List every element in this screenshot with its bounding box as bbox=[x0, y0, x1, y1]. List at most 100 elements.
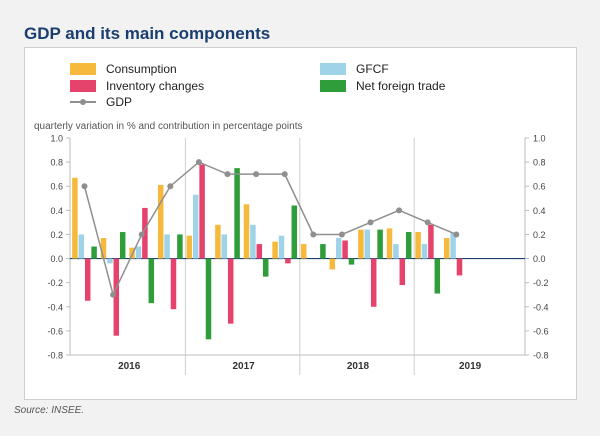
bar-inventory bbox=[456, 258, 463, 276]
y-tick-label-left: -0.6 bbox=[47, 326, 63, 336]
bar-consumption bbox=[386, 228, 393, 259]
legend-item-gdp: GDP bbox=[70, 95, 132, 109]
bar-gfcf bbox=[278, 235, 285, 259]
bar-consumption bbox=[186, 235, 193, 259]
bar-gfcf bbox=[393, 244, 399, 259]
bar-inventory bbox=[199, 164, 205, 259]
bar-gfcf bbox=[450, 233, 456, 259]
legend-item-gfcf: GFCF bbox=[320, 62, 389, 76]
bar-inventory bbox=[142, 207, 148, 259]
x-year-label: 2019 bbox=[459, 361, 482, 372]
legend-label-gfcf: GFCF bbox=[356, 62, 389, 76]
bar-gfcf bbox=[107, 258, 113, 264]
bar-gfcf bbox=[192, 194, 199, 259]
bar-gfcf bbox=[135, 246, 142, 259]
y-tick-label-left: 0.6 bbox=[50, 182, 63, 192]
bar-consumption bbox=[329, 258, 336, 270]
y-tick-label-right: 0.8 bbox=[533, 158, 546, 168]
chart-panel bbox=[24, 47, 577, 400]
y-tick-label-left: 0.4 bbox=[50, 206, 63, 216]
gdp-point bbox=[224, 171, 231, 178]
bar-trade bbox=[177, 234, 183, 259]
chart-legend: Consumption GFCF Inventory changes Net f… bbox=[70, 62, 530, 110]
bar-trade bbox=[377, 229, 383, 259]
bar-gfcf bbox=[164, 234, 170, 259]
bar-inventory bbox=[256, 244, 263, 259]
bar-gfcf bbox=[335, 238, 342, 259]
bar-inventory bbox=[428, 224, 434, 259]
bar-consumption bbox=[272, 241, 278, 259]
legend-swatch-consumption bbox=[70, 63, 96, 75]
bar-consumption bbox=[300, 244, 307, 259]
legend-label-inventory: Inventory changes bbox=[106, 79, 205, 93]
y-tick-label-left: -0.8 bbox=[47, 351, 63, 361]
legend-label-consumption: Consumption bbox=[106, 62, 177, 76]
y-tick-label-left: -0.4 bbox=[47, 302, 63, 312]
legend-line-gdp bbox=[70, 96, 96, 108]
bar-gfcf bbox=[364, 229, 371, 259]
bar-inventory bbox=[84, 258, 91, 301]
bar-consumption bbox=[100, 238, 107, 259]
gdp-point bbox=[453, 231, 460, 238]
bar-trade bbox=[291, 205, 298, 259]
bar-gfcf bbox=[421, 244, 428, 259]
y-tick-label-left: 0.0 bbox=[50, 254, 63, 264]
bar-gfcf bbox=[250, 224, 256, 259]
bar-trade bbox=[262, 258, 269, 277]
bar-trade bbox=[91, 246, 97, 259]
bar-inventory bbox=[370, 258, 377, 307]
bar-inventory bbox=[227, 258, 234, 324]
bar-inventory bbox=[399, 258, 406, 286]
x-year-label: 2017 bbox=[232, 361, 255, 372]
y-tick-label-left: -0.2 bbox=[47, 278, 63, 288]
bar-consumption bbox=[72, 177, 78, 259]
bar-trade bbox=[320, 244, 326, 259]
legend-item-inventory: Inventory changes bbox=[70, 79, 204, 93]
gdp-point bbox=[81, 183, 88, 190]
y-tick-label-right: 1.0 bbox=[533, 134, 546, 144]
gdp-point bbox=[367, 219, 374, 226]
y-tick-label-left: 1.0 bbox=[50, 134, 63, 144]
gdp-point bbox=[253, 171, 260, 178]
legend-swatch-inventory bbox=[70, 80, 96, 92]
bar-inventory bbox=[113, 258, 120, 336]
gdp-point bbox=[310, 231, 317, 238]
gdp-point bbox=[281, 171, 288, 178]
bar-inventory bbox=[170, 258, 177, 310]
bar-consumption bbox=[358, 229, 364, 259]
bar-gfcf bbox=[221, 234, 228, 259]
bar-trade bbox=[148, 258, 155, 304]
legend-item-consumption: Consumption bbox=[70, 62, 177, 76]
y-tick-label-right: -0.4 bbox=[533, 302, 549, 312]
y-tick-label-right: -0.6 bbox=[533, 326, 549, 336]
bar-trade bbox=[434, 258, 441, 294]
bar-inventory bbox=[285, 258, 291, 264]
gdp-point bbox=[195, 159, 202, 166]
bar-trade bbox=[234, 168, 240, 259]
gdp-point bbox=[396, 207, 403, 214]
legend-swatch-trade bbox=[320, 80, 346, 92]
bar-consumption bbox=[215, 224, 221, 259]
bar-trade bbox=[205, 258, 212, 340]
source-note: Source: INSEE. bbox=[14, 405, 85, 416]
page-title: GDP and its main components bbox=[24, 24, 271, 43]
bar-consumption bbox=[243, 204, 250, 259]
y-tick-label-left: 0.8 bbox=[50, 158, 63, 168]
y-axis-label: quarterly variation in % and contributio… bbox=[34, 121, 303, 132]
x-year-label: 2016 bbox=[118, 361, 141, 372]
y-tick-label-right: -0.2 bbox=[533, 278, 549, 288]
legend-label-trade: Net foreign trade bbox=[356, 79, 446, 93]
bar-consumption bbox=[415, 232, 421, 259]
y-tick-label-left: 0.2 bbox=[50, 230, 63, 240]
bar-consumption bbox=[157, 185, 164, 259]
y-tick-label-right: 0.6 bbox=[533, 182, 546, 192]
legend-label-gdp: GDP bbox=[106, 95, 133, 109]
legend-item-trade: Net foreign trade bbox=[320, 79, 445, 93]
bar-consumption bbox=[443, 238, 450, 259]
gdp-point bbox=[110, 291, 117, 298]
bar-trade bbox=[119, 232, 126, 259]
gdp-point bbox=[338, 231, 345, 238]
x-year-label: 2018 bbox=[347, 361, 370, 372]
gdp-line bbox=[83, 161, 457, 297]
